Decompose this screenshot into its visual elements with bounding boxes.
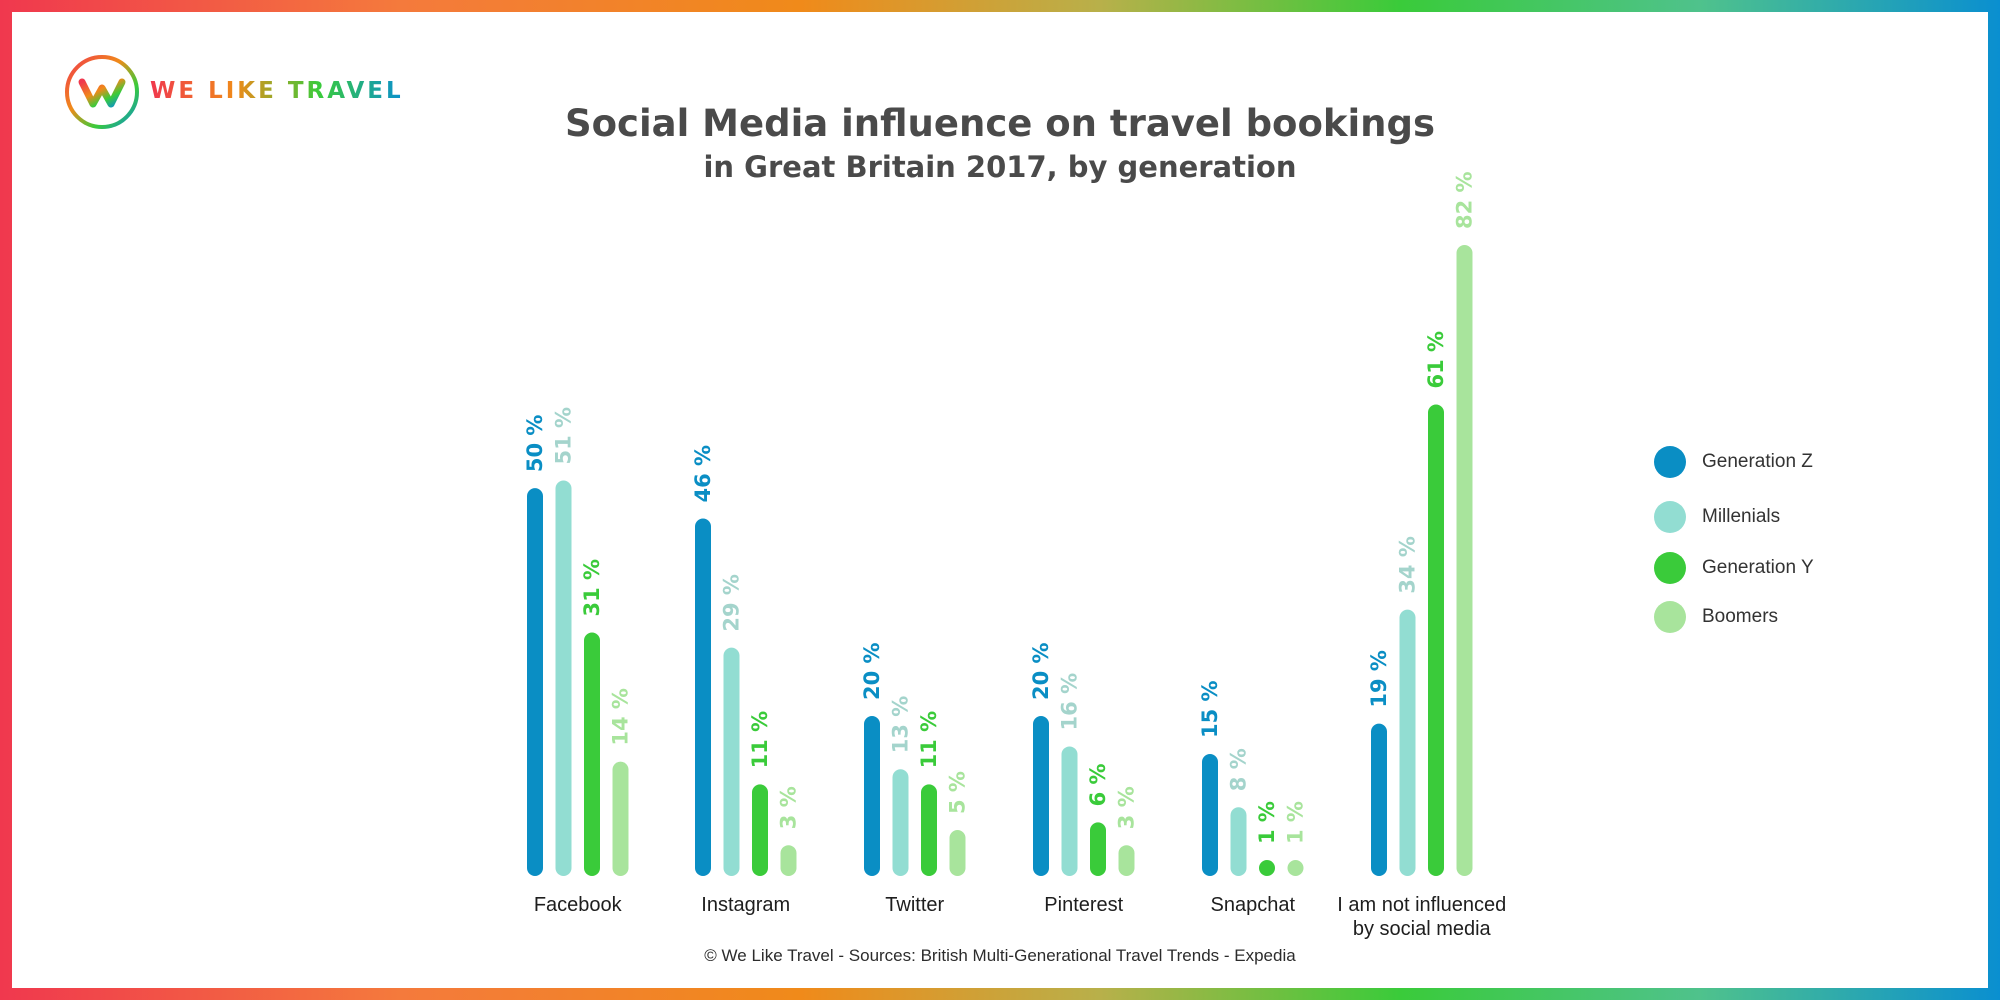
category-label: Twitter bbox=[885, 894, 944, 916]
value-label: 14 % bbox=[609, 688, 633, 746]
value-label: 16 % bbox=[1058, 673, 1082, 731]
value-label: 6 % bbox=[1086, 763, 1110, 806]
legend-label: Generation Z bbox=[1702, 451, 1813, 472]
value-label: 61 % bbox=[1424, 331, 1448, 389]
brand-name: WE LIKE TRAVEL bbox=[150, 78, 404, 104]
value-label: 50 % bbox=[523, 415, 547, 473]
value-label: 82 % bbox=[1453, 171, 1477, 229]
category-labels-layer: Facebook Instagram Twitter Pinterest Snapcha… bbox=[534, 894, 1506, 940]
value-label: 1 % bbox=[1255, 801, 1279, 844]
value-label: 20 % bbox=[1029, 642, 1053, 700]
value-label: 20 % bbox=[860, 642, 884, 700]
we-like-travel-logo bbox=[65, 55, 139, 129]
value-label: 34 % bbox=[1396, 536, 1420, 594]
value-label: 13 % bbox=[889, 696, 913, 754]
legend-item: Boomers bbox=[1654, 600, 1778, 634]
value-label: 11 % bbox=[917, 711, 941, 769]
chart-canvas bbox=[12, 12, 1988, 988]
value-label: 8 % bbox=[1227, 748, 1251, 791]
value-label: 19 % bbox=[1367, 650, 1391, 708]
value-labels-layer: 50 % 51 %31 %14 %46 %29 %11 %3 %20 %13 % 1… bbox=[523, 171, 1477, 844]
legend-swatch bbox=[1654, 601, 1686, 633]
legend-swatch bbox=[1654, 446, 1686, 478]
chart-subtitle: in Great Britain 2017, by generation bbox=[703, 150, 1297, 184]
chart-title: Social Media influence on travel booking… bbox=[564, 102, 1436, 145]
value-label: 5 % bbox=[946, 771, 970, 814]
legend-label: Millenials bbox=[1702, 506, 1781, 527]
value-label: 31 % bbox=[580, 559, 604, 617]
category-label: Instagram bbox=[701, 894, 790, 916]
value-label: 51 % bbox=[552, 407, 576, 465]
legend-swatch bbox=[1654, 501, 1686, 533]
value-label: 29 % bbox=[720, 574, 744, 632]
category-label: I am not influenced by social media bbox=[1337, 894, 1506, 940]
legend-swatch bbox=[1654, 552, 1686, 584]
category-label: Pinterest bbox=[1044, 894, 1123, 916]
legend-label: Generation Y bbox=[1702, 557, 1814, 578]
value-label: 46 % bbox=[691, 445, 715, 503]
bars-layer bbox=[527, 245, 1473, 876]
value-label: 3 % bbox=[777, 786, 801, 829]
source-note: © We Like Travel - Sources: British Mult… bbox=[704, 946, 1296, 965]
legend-label: Boomers bbox=[1702, 606, 1779, 627]
value-label: 11 % bbox=[748, 711, 772, 769]
category-label: Snapchat bbox=[1210, 894, 1295, 916]
value-label: 1 % bbox=[1284, 801, 1308, 844]
value-label: 3 % bbox=[1115, 786, 1139, 829]
category-label: Facebook bbox=[534, 894, 623, 916]
legend-item: Generation Y bbox=[1654, 551, 1814, 585]
value-label: 15 % bbox=[1198, 680, 1222, 738]
legend-item: Generation Z bbox=[1654, 445, 1813, 479]
legend-item: Millenials bbox=[1654, 500, 1780, 534]
